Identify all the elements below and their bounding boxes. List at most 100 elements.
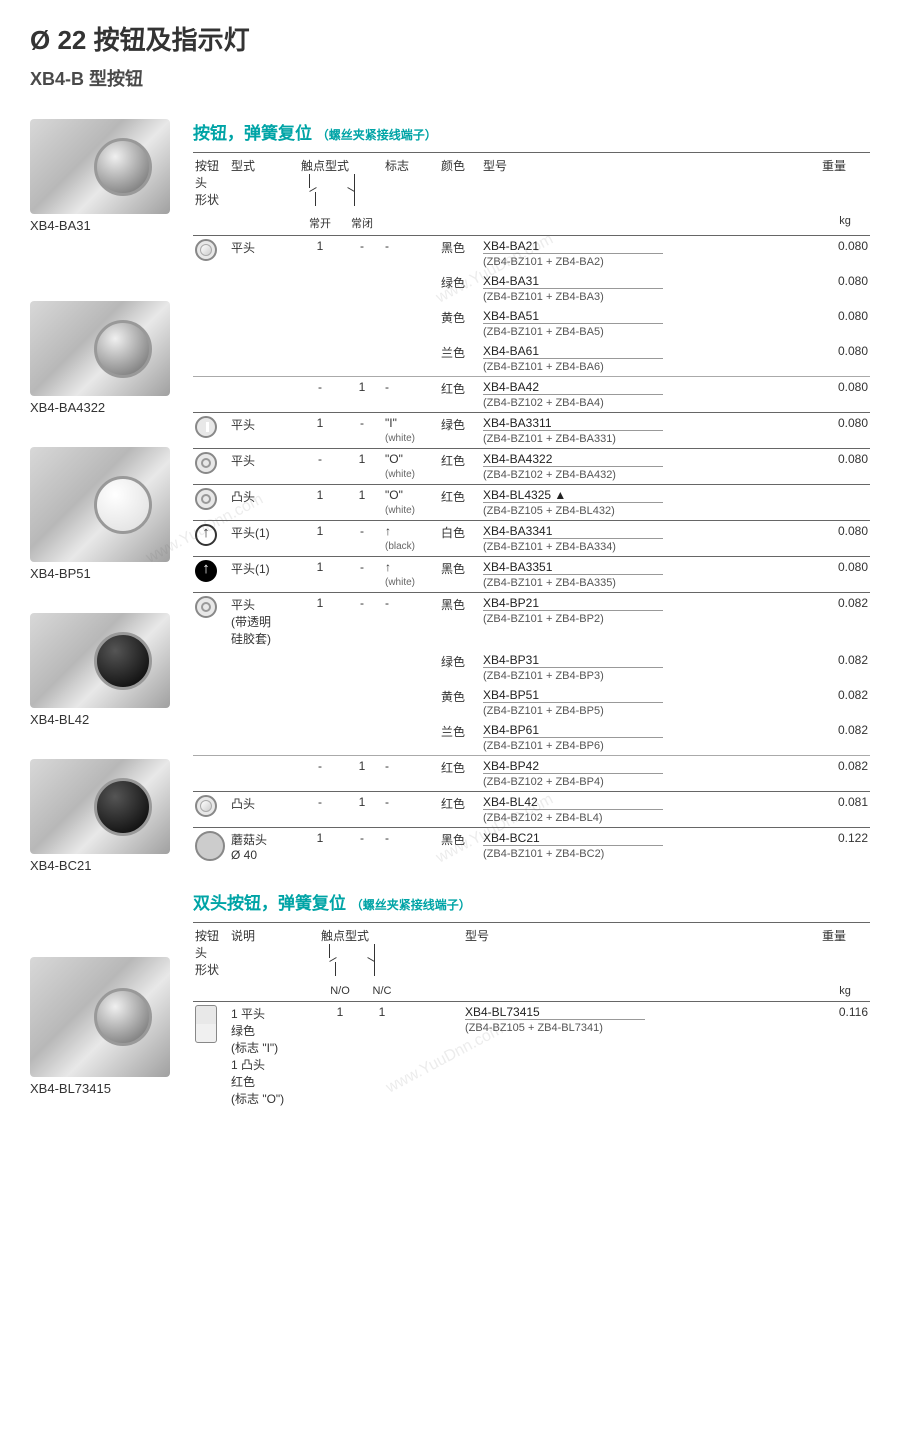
- th-mark: 标志: [383, 153, 439, 212]
- row-model-cell: XB4-BP51(ZB4-BZ101 + ZB4-BP5): [481, 685, 820, 720]
- row-style: 凸头: [229, 792, 299, 828]
- row-mark: ↑(black): [383, 521, 439, 557]
- row-model-cell: XB4-BP31(ZB4-BZ101 + ZB4-BP3): [481, 650, 820, 685]
- row-mark: [383, 271, 439, 306]
- row-nc: -: [341, 236, 383, 272]
- table-row: 平头 (带透明 硅胶套)1--黑色XB4-BP21(ZB4-BZ101 + ZB…: [193, 593, 870, 651]
- product-image-placeholder: [30, 447, 170, 562]
- th2-shape: 按钮头 形状: [193, 923, 229, 982]
- row-weight: 0.080: [820, 341, 870, 377]
- row-weight: 0.116: [820, 1002, 870, 1111]
- table-row: 蘑菇头 Ø 401--黑色XB4-BC21(ZB4-BZ101 + ZB4-BC…: [193, 828, 870, 868]
- row-weight: [820, 485, 870, 521]
- row-no: 1: [299, 828, 341, 868]
- row-nc: [341, 306, 383, 341]
- th2-weight: 重量: [820, 923, 870, 982]
- row-model-cell: XB4-BL4325 ▲(ZB4-BZ105 + ZB4-BL432): [481, 485, 820, 521]
- row-color: 红色: [439, 377, 481, 413]
- row-weight: 0.080: [820, 236, 870, 272]
- row-style: [229, 650, 299, 685]
- row-nc: -: [341, 828, 383, 868]
- row-model: XB4-BP42: [483, 759, 663, 774]
- table-row: 绿色XB4-BA31(ZB4-BZ101 + ZB4-BA3)0.080: [193, 271, 870, 306]
- row-mark: -: [383, 377, 439, 413]
- row-color: 白色: [439, 521, 481, 557]
- product-photo: XB4-BA31: [30, 119, 185, 233]
- row-weight: 0.082: [820, 685, 870, 720]
- contact-no-icon: [321, 944, 349, 976]
- row-model: XB4-BL4325 ▲: [483, 488, 663, 503]
- section-title-text: 按钮，弹簧复位: [193, 124, 312, 143]
- th2-contact: 触点型式: [319, 923, 403, 982]
- row-model-cell: XB4-BL42(ZB4-BZ102 + ZB4-BL4): [481, 792, 820, 828]
- row-model: XB4-BA21: [483, 239, 663, 254]
- table-row: 平头-1"O"(white)红色XB4-BA4322(ZB4-BZ102 + Z…: [193, 449, 870, 485]
- row-mark: [383, 341, 439, 377]
- row-model-sub: (ZB4-BZ101 + ZB4-BP6): [483, 740, 604, 752]
- row-no: 1: [299, 593, 341, 651]
- row-weight: 0.080: [820, 413, 870, 449]
- th2-desc: 说明: [229, 923, 319, 982]
- row-color: 黄色: [439, 306, 481, 341]
- row-model-sub: (ZB4-BZ101 + ZB4-BA331): [483, 433, 616, 445]
- row-no: 1: [319, 1002, 361, 1111]
- row-model: XB4-BP21: [483, 596, 663, 611]
- row-mark: [383, 685, 439, 720]
- row-mark: "I"(white): [383, 413, 439, 449]
- row-nc: 1: [341, 792, 383, 828]
- shape-double-icon: [195, 1005, 217, 1043]
- th-color: 颜色: [439, 153, 481, 212]
- table-row: 平头(1)1-↑(black)白色XB4-BA3341(ZB4-BZ101 + …: [193, 521, 870, 557]
- row-weight: 0.081: [820, 792, 870, 828]
- row-model-cell: XB4-BA21 (ZB4-BZ101 + ZB4-BA2): [481, 236, 820, 272]
- row-nc: [341, 720, 383, 756]
- shape-ring-icon: [195, 596, 217, 618]
- product-image-placeholder: [30, 759, 170, 854]
- row-mark: -: [383, 756, 439, 792]
- row-model-sub: (ZB4-BZ102 + ZB4-BP4): [483, 776, 604, 788]
- th-style: 型式: [229, 153, 299, 212]
- row-weight: 0.082: [820, 756, 870, 792]
- th-no: 常开: [299, 211, 341, 236]
- row-color: 绿色: [439, 413, 481, 449]
- row-weight: 0.080: [820, 449, 870, 485]
- row-mark: [383, 306, 439, 341]
- row-no: -: [299, 756, 341, 792]
- row-model-sub: (ZB4-BZ102 + ZB4-BA432): [483, 469, 616, 481]
- row-no: -: [299, 792, 341, 828]
- contact-nc-icon: [342, 174, 370, 206]
- double-head-table: 按钮头 形状 说明 触点型式 型号 重量 N/O N/C kg: [193, 922, 870, 1110]
- table-row: 平头1-"I"(white)绿色XB4-BA3311(ZB4-BZ101 + Z…: [193, 413, 870, 449]
- row-model-sub: (ZB4-BZ101 + ZB4-BA6): [483, 361, 604, 373]
- row-mark: "O"(white): [383, 449, 439, 485]
- row-weight: 0.080: [820, 521, 870, 557]
- row-mark: [383, 650, 439, 685]
- row-color: 绿色: [439, 650, 481, 685]
- th-contact: 触点型式: [299, 153, 383, 212]
- row-nc: 1: [341, 449, 383, 485]
- row-weight: 0.080: [820, 377, 870, 413]
- table-row: -1-红色XB4-BA42(ZB4-BZ102 + ZB4-BA4)0.080: [193, 377, 870, 413]
- shape-arrow-w-icon: [195, 524, 217, 546]
- row-model-sub: (ZB4-BZ101 + ZB4-BA2): [483, 256, 604, 268]
- product-caption: XB4-BL42: [30, 712, 185, 727]
- row-model-cell: XB4-BA3351(ZB4-BZ101 + ZB4-BA335): [481, 557, 820, 593]
- section2-title-paren: （螺丝夹紧接线端子）: [351, 898, 471, 912]
- row-model-sub: (ZB4-BZ101 + ZB4-BC2): [483, 848, 604, 860]
- table-row: 凸头11"O"(white)红色XB4-BL4325 ▲(ZB4-BZ105 +…: [193, 485, 870, 521]
- product-image-placeholder: [30, 119, 170, 214]
- product-photo-column: XB4-BA31 XB4-BA4322 XB4-BP51 XB4-BL42 XB…: [30, 119, 185, 1114]
- row-model-sub: (ZB4-BZ105 + ZB4-BL7341): [465, 1022, 603, 1034]
- table-row: 兰色XB4-BP61(ZB4-BZ101 + ZB4-BP6)0.082: [193, 720, 870, 756]
- product-caption: XB4-BP51: [30, 566, 185, 581]
- row-color: 红色: [439, 792, 481, 828]
- row-model-sub: (ZB4-BZ101 + ZB4-BA5): [483, 326, 604, 338]
- row-weight: 0.080: [820, 306, 870, 341]
- product-image-placeholder: [30, 957, 170, 1077]
- th-nc: 常闭: [341, 211, 383, 236]
- row-model-sub: (ZB4-BZ102 + ZB4-BL4): [483, 812, 603, 824]
- row-no: 1: [299, 557, 341, 593]
- row-mark: ↑(white): [383, 557, 439, 593]
- table-row: 凸头-1-红色XB4-BL42(ZB4-BZ102 + ZB4-BL4)0.08…: [193, 792, 870, 828]
- row-mark: [383, 720, 439, 756]
